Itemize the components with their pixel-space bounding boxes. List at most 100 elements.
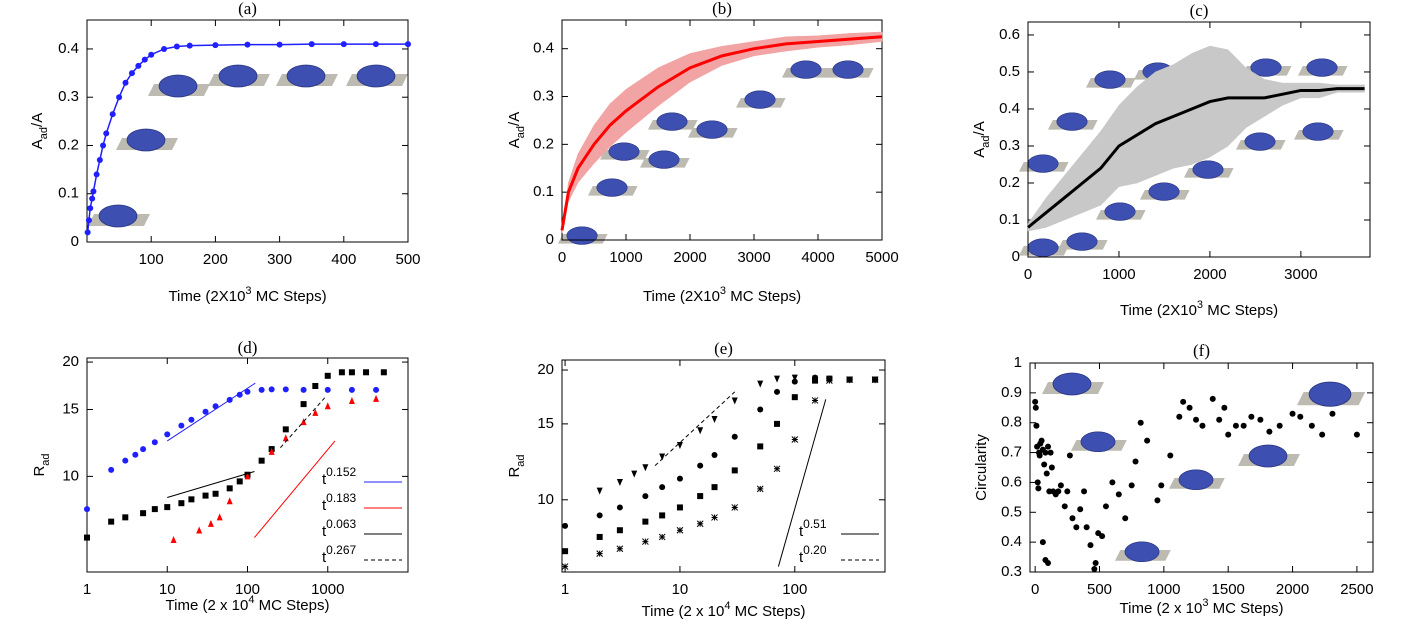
marker: [812, 377, 819, 384]
cell: [656, 112, 688, 131]
marker: [340, 41, 347, 48]
marker: [244, 41, 251, 48]
x-axis-label: Time (2 x 104 MC Steps): [642, 600, 806, 620]
marker: [731, 433, 738, 440]
marker: [757, 406, 764, 413]
marker: [1154, 497, 1161, 504]
legend-label-base: t: [322, 471, 327, 488]
y-tick-label: 15: [537, 415, 554, 432]
panel-title: (b): [712, 0, 732, 18]
marker: [1083, 524, 1090, 531]
plot-frame: [561, 359, 886, 573]
marker: [711, 514, 718, 521]
y-axis-label-part: ad: [515, 126, 527, 138]
y-tick-label: 0: [71, 233, 79, 250]
marker: [268, 386, 275, 393]
y-axis-label-part: ad: [40, 453, 52, 465]
cell-image: [1298, 58, 1348, 77]
marker: [1045, 443, 1052, 450]
cell: [596, 178, 628, 197]
y-axis-label-part: ad: [38, 127, 50, 139]
marker: [731, 467, 738, 474]
y-tick-label: 10: [62, 467, 79, 484]
panel-title: (c): [1190, 1, 1209, 20]
x-tick-label: 1: [83, 581, 91, 598]
x-axis-label-part: Time (2 x 10: [1120, 600, 1203, 617]
marker: [659, 484, 666, 491]
cell: [126, 128, 166, 152]
cell-image: [1019, 238, 1069, 257]
y-tick-label: 0: [546, 231, 554, 248]
cell: [1080, 431, 1116, 453]
y-axis-label-part: /A: [971, 121, 988, 135]
marker: [1047, 449, 1054, 456]
series-line: [560, 35, 883, 231]
marker: [596, 550, 604, 558]
y-axis-label-part: ad: [980, 135, 992, 147]
fit-line: [777, 399, 827, 567]
marker: [128, 70, 135, 77]
panel-title: (d): [238, 338, 258, 357]
cell-image: [648, 112, 698, 131]
marker: [216, 513, 223, 521]
marker: [676, 504, 683, 511]
cell-image: [116, 128, 178, 152]
cell-image: [824, 60, 874, 79]
cell: [1094, 70, 1126, 89]
fit-line: [254, 440, 336, 538]
marker: [1032, 404, 1039, 411]
y-axis-label: Aad/A: [29, 113, 50, 149]
x-axis-label: Time (2X103 MC Steps): [1120, 299, 1278, 319]
cell: [1056, 112, 1088, 131]
marker: [1087, 542, 1094, 549]
marker: [348, 386, 355, 393]
legend-label-base: t: [322, 549, 327, 566]
marker: [1199, 422, 1206, 429]
x-tick-label: 0: [1031, 581, 1039, 598]
cell: [1250, 58, 1282, 77]
marker: [372, 41, 379, 48]
cell-image: [588, 178, 638, 197]
marker: [697, 493, 704, 500]
cell-image: [148, 74, 210, 98]
cell-image: [1140, 182, 1190, 201]
cell-image: [688, 120, 738, 139]
marker: [1041, 461, 1048, 468]
marker: [116, 94, 123, 101]
x-tick-label: 10: [159, 581, 176, 598]
plot-frame: [1029, 362, 1374, 573]
marker: [1132, 458, 1139, 465]
legend-label: t0.152: [322, 465, 357, 488]
x-axis-label-part: 4: [724, 600, 730, 612]
marker: [161, 45, 168, 52]
marker: [1069, 515, 1076, 522]
marker: [226, 497, 233, 505]
legend-label-base: t: [799, 549, 804, 566]
marker: [1032, 398, 1039, 405]
error-band: [657, 53, 691, 107]
y-tick-label: 0.7: [1001, 444, 1022, 461]
marker: [616, 527, 623, 534]
marker: [122, 79, 129, 86]
x-tick-label: 2000: [1193, 266, 1226, 283]
marker: [324, 402, 331, 410]
legend-label: t0.267: [322, 543, 357, 566]
marker: [108, 466, 115, 473]
x-axis-label-part: Time (2 x 10: [642, 603, 725, 620]
error-band: [1136, 71, 1156, 184]
legend-label-exponent: 0.267: [326, 543, 356, 557]
cell-image: [1058, 232, 1108, 251]
marker: [791, 378, 798, 385]
cell: [1027, 154, 1059, 173]
marker: [1257, 416, 1264, 423]
marker: [562, 548, 569, 555]
marker: [1077, 506, 1084, 513]
marker: [596, 533, 603, 540]
y-tick-label: 0.4: [999, 100, 1020, 117]
marker: [236, 391, 243, 398]
cell: [1124, 541, 1160, 563]
legend-label: t0.063: [322, 517, 357, 540]
x-axis-label-part: MC Steps): [726, 288, 801, 305]
marker: [100, 142, 107, 149]
